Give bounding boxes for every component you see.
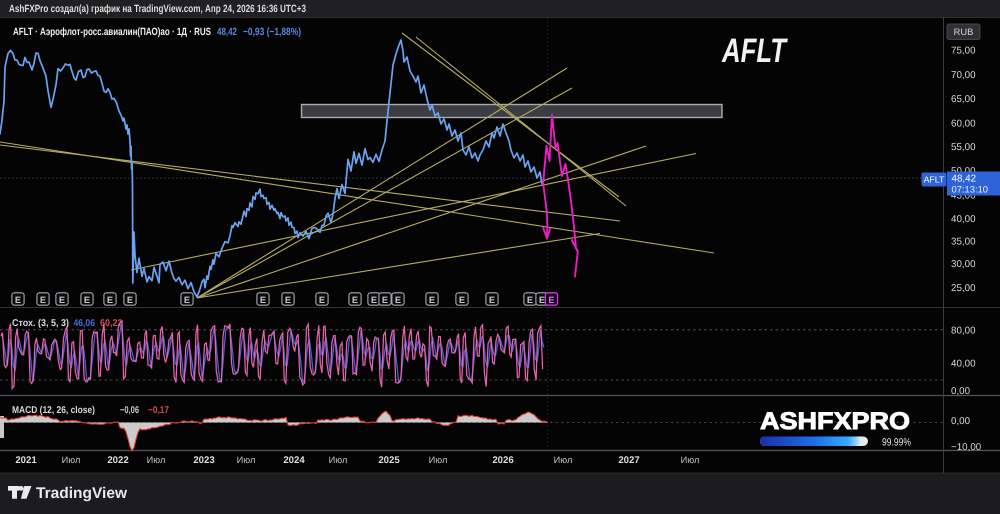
svg-text:60,00: 60,00 xyxy=(951,118,976,129)
svg-text:E: E xyxy=(127,295,133,305)
svg-text:−0,93 (−1,88%): −0,93 (−1,88%) xyxy=(243,26,301,38)
svg-text:E: E xyxy=(84,295,90,305)
svg-text:40,00: 40,00 xyxy=(951,358,976,369)
svg-text:−10,00: −10,00 xyxy=(951,442,982,453)
svg-text:30,00: 30,00 xyxy=(951,259,976,270)
svg-text:46,06: 46,06 xyxy=(74,318,96,329)
svg-text:E: E xyxy=(319,295,325,305)
svg-text:70,00: 70,00 xyxy=(951,70,976,81)
svg-text:0,00: 0,00 xyxy=(951,386,971,397)
svg-text:E: E xyxy=(352,295,358,305)
svg-text:E: E xyxy=(15,295,21,305)
svg-text:E: E xyxy=(285,295,291,305)
svg-text:0,00: 0,00 xyxy=(951,416,971,427)
svg-text:E: E xyxy=(371,295,377,305)
svg-text:AFLT: AFLT xyxy=(721,32,788,70)
svg-text:ASHFXPRO: ASHFXPRO xyxy=(760,408,910,435)
svg-text:E: E xyxy=(59,295,65,305)
svg-text:Июл: Июл xyxy=(329,455,348,465)
svg-text:75,00: 75,00 xyxy=(951,45,976,56)
svg-text:2025: 2025 xyxy=(378,455,400,466)
svg-text:48,42: 48,42 xyxy=(952,174,977,185)
svg-text:E: E xyxy=(184,295,190,305)
svg-text:AshFXPro создал(а) график на T: AshFXPro создал(а) график на TradingView… xyxy=(9,3,306,15)
svg-text:E: E xyxy=(40,295,46,305)
svg-text:E: E xyxy=(395,295,401,305)
svg-text:2023: 2023 xyxy=(193,455,214,466)
svg-text:E: E xyxy=(548,295,554,305)
svg-text:80,00: 80,00 xyxy=(951,325,976,336)
svg-text:E: E xyxy=(382,295,388,305)
svg-text:RUB: RUB xyxy=(954,27,974,37)
svg-text:E: E xyxy=(527,295,533,305)
svg-text:40,00: 40,00 xyxy=(951,214,976,225)
svg-text:AFLT: AFLT xyxy=(924,175,945,185)
svg-text:2027: 2027 xyxy=(618,455,639,466)
svg-text:MACD (12, 26, close): MACD (12, 26, close) xyxy=(12,405,95,416)
svg-text:2022: 2022 xyxy=(107,455,128,466)
svg-text:E: E xyxy=(539,295,545,305)
svg-text:AFLT · Аэрофлот-росс.авиалин(П: AFLT · Аэрофлот-росс.авиалин(ПАО)ао · 1Д… xyxy=(13,26,211,38)
svg-text:−0,17: −0,17 xyxy=(148,405,169,416)
svg-text:48,42: 48,42 xyxy=(217,26,237,38)
svg-text:07:13:10: 07:13:10 xyxy=(952,184,989,195)
svg-text:Июл: Июл xyxy=(429,455,448,465)
svg-text:E: E xyxy=(429,295,435,305)
svg-text:65,00: 65,00 xyxy=(951,94,976,105)
svg-text:TradingView: TradingView xyxy=(36,485,128,502)
svg-text:−0,06: −0,06 xyxy=(120,405,139,416)
svg-text:Июл: Июл xyxy=(554,455,573,465)
svg-text:Июл: Июл xyxy=(147,455,166,465)
svg-text:25,00: 25,00 xyxy=(951,283,976,294)
svg-text:99.99%: 99.99% xyxy=(882,437,911,449)
svg-text:60,22: 60,22 xyxy=(100,318,123,329)
svg-text:E: E xyxy=(260,295,266,305)
svg-text:E: E xyxy=(489,295,495,305)
svg-text:Июл: Июл xyxy=(681,455,700,465)
svg-text:55,00: 55,00 xyxy=(951,142,976,153)
svg-text:2026: 2026 xyxy=(492,455,513,466)
svg-text:2024: 2024 xyxy=(283,455,305,466)
svg-text:2021: 2021 xyxy=(15,455,37,466)
svg-text:Стох. (3, 5, 3): Стох. (3, 5, 3) xyxy=(12,318,69,329)
svg-text:E: E xyxy=(459,295,465,305)
svg-text:Июл: Июл xyxy=(237,455,256,465)
svg-text:45,00: 45,00 xyxy=(951,190,976,201)
svg-text:E: E xyxy=(107,295,113,305)
svg-text:Июл: Июл xyxy=(62,455,81,465)
svg-text:35,00: 35,00 xyxy=(951,237,976,248)
